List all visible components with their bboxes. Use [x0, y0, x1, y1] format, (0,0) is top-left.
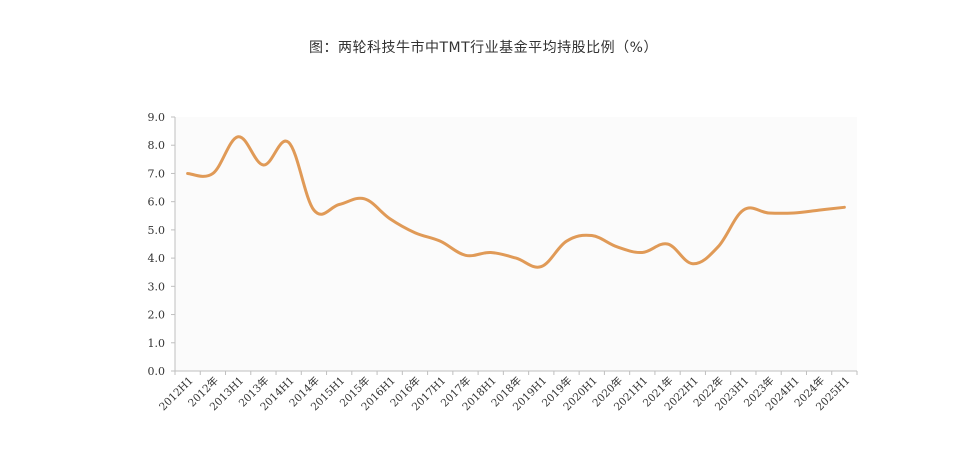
y-tick-label: 2.0 [148, 309, 166, 322]
y-tick-label: 1.0 [148, 337, 166, 350]
series-line [186, 135, 846, 269]
y-tick-label: 4.0 [148, 252, 166, 265]
y-tick-label: 7.0 [148, 167, 166, 180]
y-tick-label: 3.0 [148, 280, 166, 293]
plot-area [175, 117, 857, 371]
y-tick-label: 0.0 [148, 365, 166, 378]
chart-title: 图：两轮科技牛市中TMT行业基金平均持股比例（%） [309, 40, 658, 56]
x-tick-label: 2012H1 [157, 375, 196, 414]
y-tick-label: 8.0 [148, 139, 166, 152]
y-tick-label: 6.0 [148, 196, 166, 209]
y-tick-label: 9.0 [148, 111, 166, 124]
y-tick-label: 5.0 [148, 224, 166, 237]
